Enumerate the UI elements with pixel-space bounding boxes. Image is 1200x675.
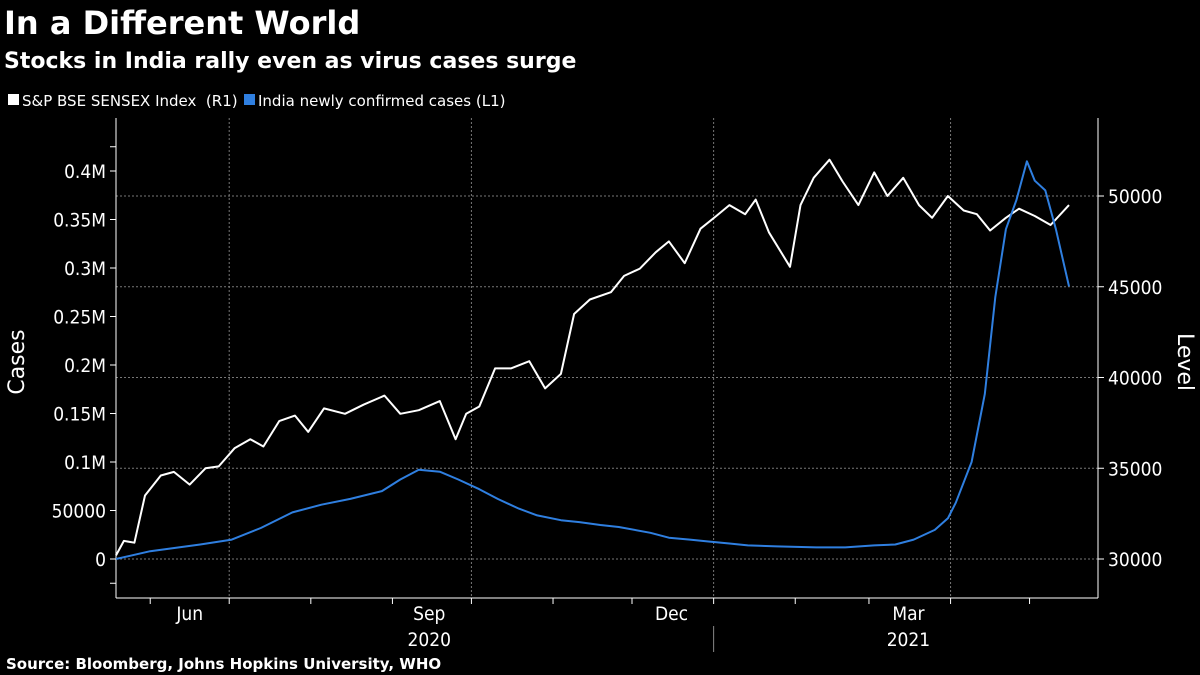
- y-left-tick-label: 50000: [52, 501, 106, 523]
- y-right-tick-label: 30000: [1108, 549, 1162, 571]
- legend-label-cases: India newly confirmed cases (L1): [258, 92, 505, 110]
- x-year-label: 2020: [408, 629, 452, 651]
- y-right-tick-label: 50000: [1108, 186, 1162, 208]
- y-left-tick-label: 0.3M: [64, 258, 106, 280]
- y-left-tick-label: 0.2M: [64, 355, 106, 377]
- chart-title: In a Different World: [4, 4, 360, 42]
- y-right-tick-label: 45000: [1108, 277, 1162, 299]
- series-lines: [115, 158, 1070, 560]
- x-year-label: 2021: [887, 629, 931, 651]
- x-tick-label: Sep: [413, 603, 445, 625]
- y-left-tick-label: 0.4M: [64, 161, 106, 183]
- legend: S&P BSE SENSEX Index (R1) India newly co…: [8, 92, 505, 110]
- y-left-tick-label: 0.25M: [53, 307, 106, 329]
- y-left-tick-label: 0.15M: [53, 404, 106, 426]
- axes: 30000 35000 40000 45000 50000 0 50000 0.1M 0.15M…: [52, 118, 1162, 652]
- y-right-tick-label: 40000: [1108, 368, 1162, 390]
- y-right-tick-label: 35000: [1108, 458, 1162, 480]
- y-left-axis-label: Cases: [5, 329, 30, 394]
- sensex-line: [115, 158, 1070, 556]
- y-right-axis-label: Level: [1172, 333, 1197, 391]
- legend-swatch-cases: [244, 94, 255, 105]
- chart-subtitle: Stocks in India rally even as virus case…: [4, 49, 576, 74]
- x-tick-label: Jun: [175, 603, 203, 625]
- y-left-tick-label: 0.1M: [64, 452, 106, 474]
- cases-line: [115, 160, 1070, 560]
- legend-label-sensex: S&P BSE SENSEX Index (R1): [22, 92, 238, 110]
- y-left-tick-label: 0: [95, 549, 106, 571]
- x-tick-label: Mar: [892, 603, 925, 625]
- x-tick-label: Dec: [655, 603, 688, 625]
- legend-swatch-sensex: [8, 94, 19, 105]
- source-note: Source: Bloomberg, Johns Hopkins Univers…: [6, 655, 441, 673]
- y-left-tick-label: 0.35M: [53, 210, 106, 232]
